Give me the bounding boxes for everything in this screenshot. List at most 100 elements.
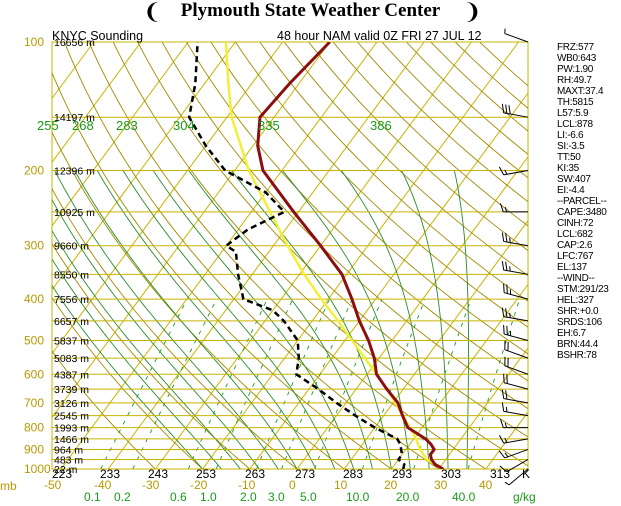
wind-barb [499,459,529,473]
wind-barb [498,434,529,444]
moist-adiabat-line [453,170,469,469]
index-row: SHR:+0.0 [557,306,599,317]
isotherm-line [249,92,528,469]
index-row: --WIND-- [557,273,595,284]
page-title: Plymouth State Weather Center [180,0,441,21]
mixing-ratio-tick-label: 0.2 [114,490,131,504]
theta-unit-label: K [522,467,530,481]
index-row: --PARCEL-- [557,196,607,207]
theta-e-label: 283 [116,118,138,133]
temperature-tick-label: -50 [44,478,62,492]
dry-adiabat-line [137,42,528,438]
index-row: BSHR:78 [557,350,597,361]
temperature-tick-label: 20 [384,478,398,492]
height-label: 6657 m [54,316,89,328]
height-label: 9660 m [54,241,89,253]
isotherm-line [52,42,283,355]
index-row: LI:-6.6 [557,130,584,141]
isotherm-line [343,219,528,469]
pressure-unit-label: mb [0,479,17,493]
parcel-line [224,42,444,469]
wind-barb [504,356,529,375]
height-label: 8550 m [54,269,89,281]
index-row: KI:35 [557,163,579,174]
wind-barb [503,373,529,390]
height-label: 1466 m [54,434,89,446]
index-row: CINH:72 [557,218,594,229]
pressure-tick-label: 1000 [24,462,51,476]
height-label: 964 m [54,444,83,456]
temperature-tick-label: -40 [94,478,112,492]
pressure-tick-label: 700 [24,396,44,410]
dewpoint-line [187,42,406,469]
pressure-tick-label: 900 [24,442,44,456]
wind-barb [498,448,529,459]
height-label: 16656 m [54,37,95,49]
moist-adiabat-line [188,170,373,469]
height-label: 3739 m [54,384,89,396]
wind-barb [504,28,529,43]
station-label: KNYC Sounding [52,29,143,43]
wind-barb [503,283,529,300]
isotherm-line [52,42,236,291]
theta-label: 233 [100,467,120,481]
theta-e-label: 304 [173,118,195,133]
temperature-tick-label: -20 [190,478,208,492]
mixing-ratio-tick-label: 10.0 [346,490,370,504]
pressure-tick-label: 100 [24,35,44,49]
height-label: 12396 m [54,166,95,178]
index-row: CAPE:3480 [557,207,607,218]
theta-label: 303 [441,467,461,481]
wind-barb [503,325,529,341]
height-label: 2545 m [54,411,89,423]
pressure-tick-label: 500 [24,333,44,347]
wind-barb [501,261,529,275]
temperature-line [256,42,445,469]
index-row: TT:50 [557,152,581,163]
height-label: 3126 m [54,398,89,410]
theta-label: 263 [245,467,265,481]
index-row: EI:-4.4 [557,185,585,196]
index-row: SRDS:106 [557,317,602,328]
mixing-ratio-tick-label: 40.0 [452,490,476,504]
mixing-ratio-tick-label: 0.6 [170,490,187,504]
index-row: LFC:767 [557,251,594,262]
theta-label: 273 [295,467,315,481]
index-row: TH:5815 [557,97,594,108]
isotherm-line [154,42,472,469]
isotherm-line [390,283,528,469]
isotherm-line [438,347,528,469]
mixing-ratio-line [413,298,472,469]
index-row: EL:137 [557,262,587,273]
mixing-ratio-tick-label: 5.0 [300,490,317,504]
indices-panel: FRZ:577 WB0:643 PW:1.90 RH:49.7 MAXT:37.4 TH:… [557,42,621,361]
wind-barb [499,418,528,429]
index-row: L57:5.9 [557,108,589,119]
theta-e-label: 255 [37,118,59,133]
index-row: LCL:682 [557,229,593,240]
height-label: 4387 m [54,369,89,381]
mixing-ratio-tick-label: 0.1 [84,490,101,504]
wind-barb [501,389,529,404]
isotherm-line [202,42,519,469]
wind-barb [501,307,529,322]
temperature-tick-label: 10 [334,478,348,492]
temperature-tick-label: -10 [238,478,256,492]
theta-label: 313 [490,467,510,481]
height-label: 1993 m [54,423,89,435]
mixing-ratio-line [256,298,330,469]
plot-frame [51,41,529,470]
index-row: STM:291/23 [557,284,609,295]
mixing-ratio-tick-label: 3.0 [268,490,285,504]
dry-adiabat-line [186,42,528,382]
index-row: MAXT:37.4 [557,86,604,97]
mixing-ratio-tick-label: 2.0 [240,490,257,504]
theta-label: 293 [392,467,412,481]
isotherm-line [60,42,378,469]
theta-label: 223 [52,467,72,481]
index-row: CAP:2.6 [557,240,593,251]
moist-adiabat-line [282,170,411,469]
theta-label: 253 [196,467,216,481]
pressure-tick-label: 300 [24,239,44,253]
height-label: 14197 m [54,112,95,124]
